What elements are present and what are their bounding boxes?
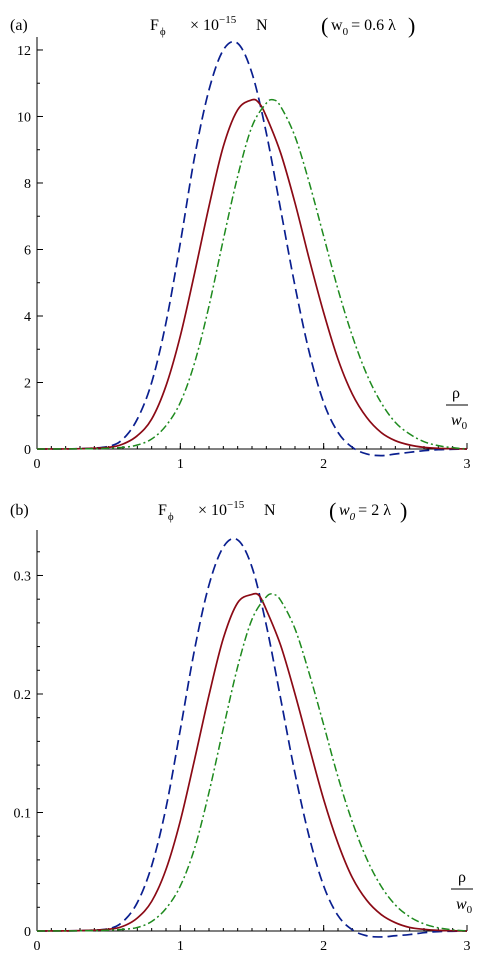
panel-a-paren-open: ( <box>321 13 328 38</box>
panel-b-series-dashdot-line <box>36 593 468 932</box>
panel-b-param-w: w <box>339 502 350 519</box>
panel-a-xlabel-sub: 0 <box>462 420 468 432</box>
panel-b-title-f: F <box>158 502 167 519</box>
panel-a-param-value: = 0.6 λ <box>351 17 396 34</box>
panel-b-y-tick-label: 0.2 <box>14 688 32 703</box>
panel-b-xlabel-denominator: w0 <box>456 896 473 916</box>
panel-b-series-solid-line <box>36 592 468 932</box>
panel-b-series-dashed-line <box>36 537 468 938</box>
panel-a-title-quantity: Fϕ <box>150 17 166 38</box>
panel-b-label: (b) <box>10 502 29 519</box>
panel-b-y-tick-label: 0.3 <box>14 569 32 584</box>
panel-a-x-tick-label: 2 <box>320 457 327 472</box>
panel-b-param-value: = 2 λ <box>358 502 391 519</box>
panel-a-param-sub: 0 <box>343 26 349 38</box>
panel-b-title-times: × 10 <box>198 502 227 519</box>
panel-a-x-tick-label: 1 <box>177 457 184 472</box>
panel-a-y-tick-label: 0 <box>24 443 31 458</box>
panel-a-title-subscript: ϕ <box>160 26 166 38</box>
panel-a-xlabel-numerator: ρ <box>452 385 460 402</box>
panel-b-xlabel-numerator: ρ <box>458 869 466 886</box>
panel-a-title-multiplier: × 10−15 <box>190 14 237 34</box>
panel-a-y-tick-label: 10 <box>17 110 31 125</box>
panel-b: (b) Fϕ × 10−15 N ( w0 = 2 λ ) 00.10.20.30… <box>10 498 473 954</box>
panel-a-xlabel-denominator: w0 <box>451 412 468 432</box>
panel-a-y-tick-label: 12 <box>17 44 31 59</box>
panel-a-y-tick-label: 4 <box>24 310 31 325</box>
panel-b-xlabel-sub: 0 <box>467 904 473 916</box>
panel-a-xlabel-w: w <box>451 412 462 429</box>
panel-b-paren-open: ( <box>329 498 336 523</box>
panel-a-label: (a) <box>10 17 28 34</box>
panel-a-series-dashed-line <box>36 40 468 457</box>
panel-a: (a) Fϕ × 10−15 N ( w0 = 0.6 λ ) 024681012… <box>10 13 471 472</box>
panel-a-x-tick-label: 0 <box>34 457 41 472</box>
panel-b-param-sub: 0 <box>350 511 356 523</box>
panel-a-title-param: w0 = 0.6 λ <box>331 17 396 38</box>
panel-a-series-dashdot-line <box>36 98 468 450</box>
panel-b-title-unit: N <box>264 502 276 519</box>
panel-b-x-tick-label: 0 <box>34 939 41 954</box>
panel-a-y-tick-label: 6 <box>24 243 31 258</box>
panel-a-y-tick-label: 2 <box>24 376 31 391</box>
panel-b-title-multiplier: × 10−15 <box>198 499 245 519</box>
panel-b-y-tick-label: 0.1 <box>14 806 32 821</box>
panel-b-title-param: w0 = 2 λ <box>339 502 391 523</box>
panel-b-x-tick-label: 1 <box>177 939 184 954</box>
panel-a-x-tick-label: 3 <box>464 457 471 472</box>
panel-b-xlabel-w: w <box>456 896 467 913</box>
panel-b-x-tick-label: 3 <box>464 939 471 954</box>
panel-a-title-unit: N <box>256 17 268 34</box>
panel-b-title-exponent: −15 <box>227 499 245 511</box>
panel-a-title-times: × 10 <box>190 17 219 34</box>
panel-b-title-quantity: Fϕ <box>158 502 174 523</box>
panel-a-series-solid-line <box>36 98 468 450</box>
panel-a-title-f: F <box>150 17 159 34</box>
panel-a-y-tick-label: 8 <box>24 177 31 192</box>
panel-a-paren-close: ) <box>408 13 415 38</box>
panel-b-title-subscript: ϕ <box>168 511 174 523</box>
panel-a-param-w: w <box>331 17 343 34</box>
panel-b-y-tick-label: 0 <box>24 925 31 940</box>
panel-a-title-exponent: −15 <box>219 14 237 26</box>
panel-b-paren-close: ) <box>400 498 407 523</box>
panel-b-x-tick-label: 2 <box>320 939 327 954</box>
